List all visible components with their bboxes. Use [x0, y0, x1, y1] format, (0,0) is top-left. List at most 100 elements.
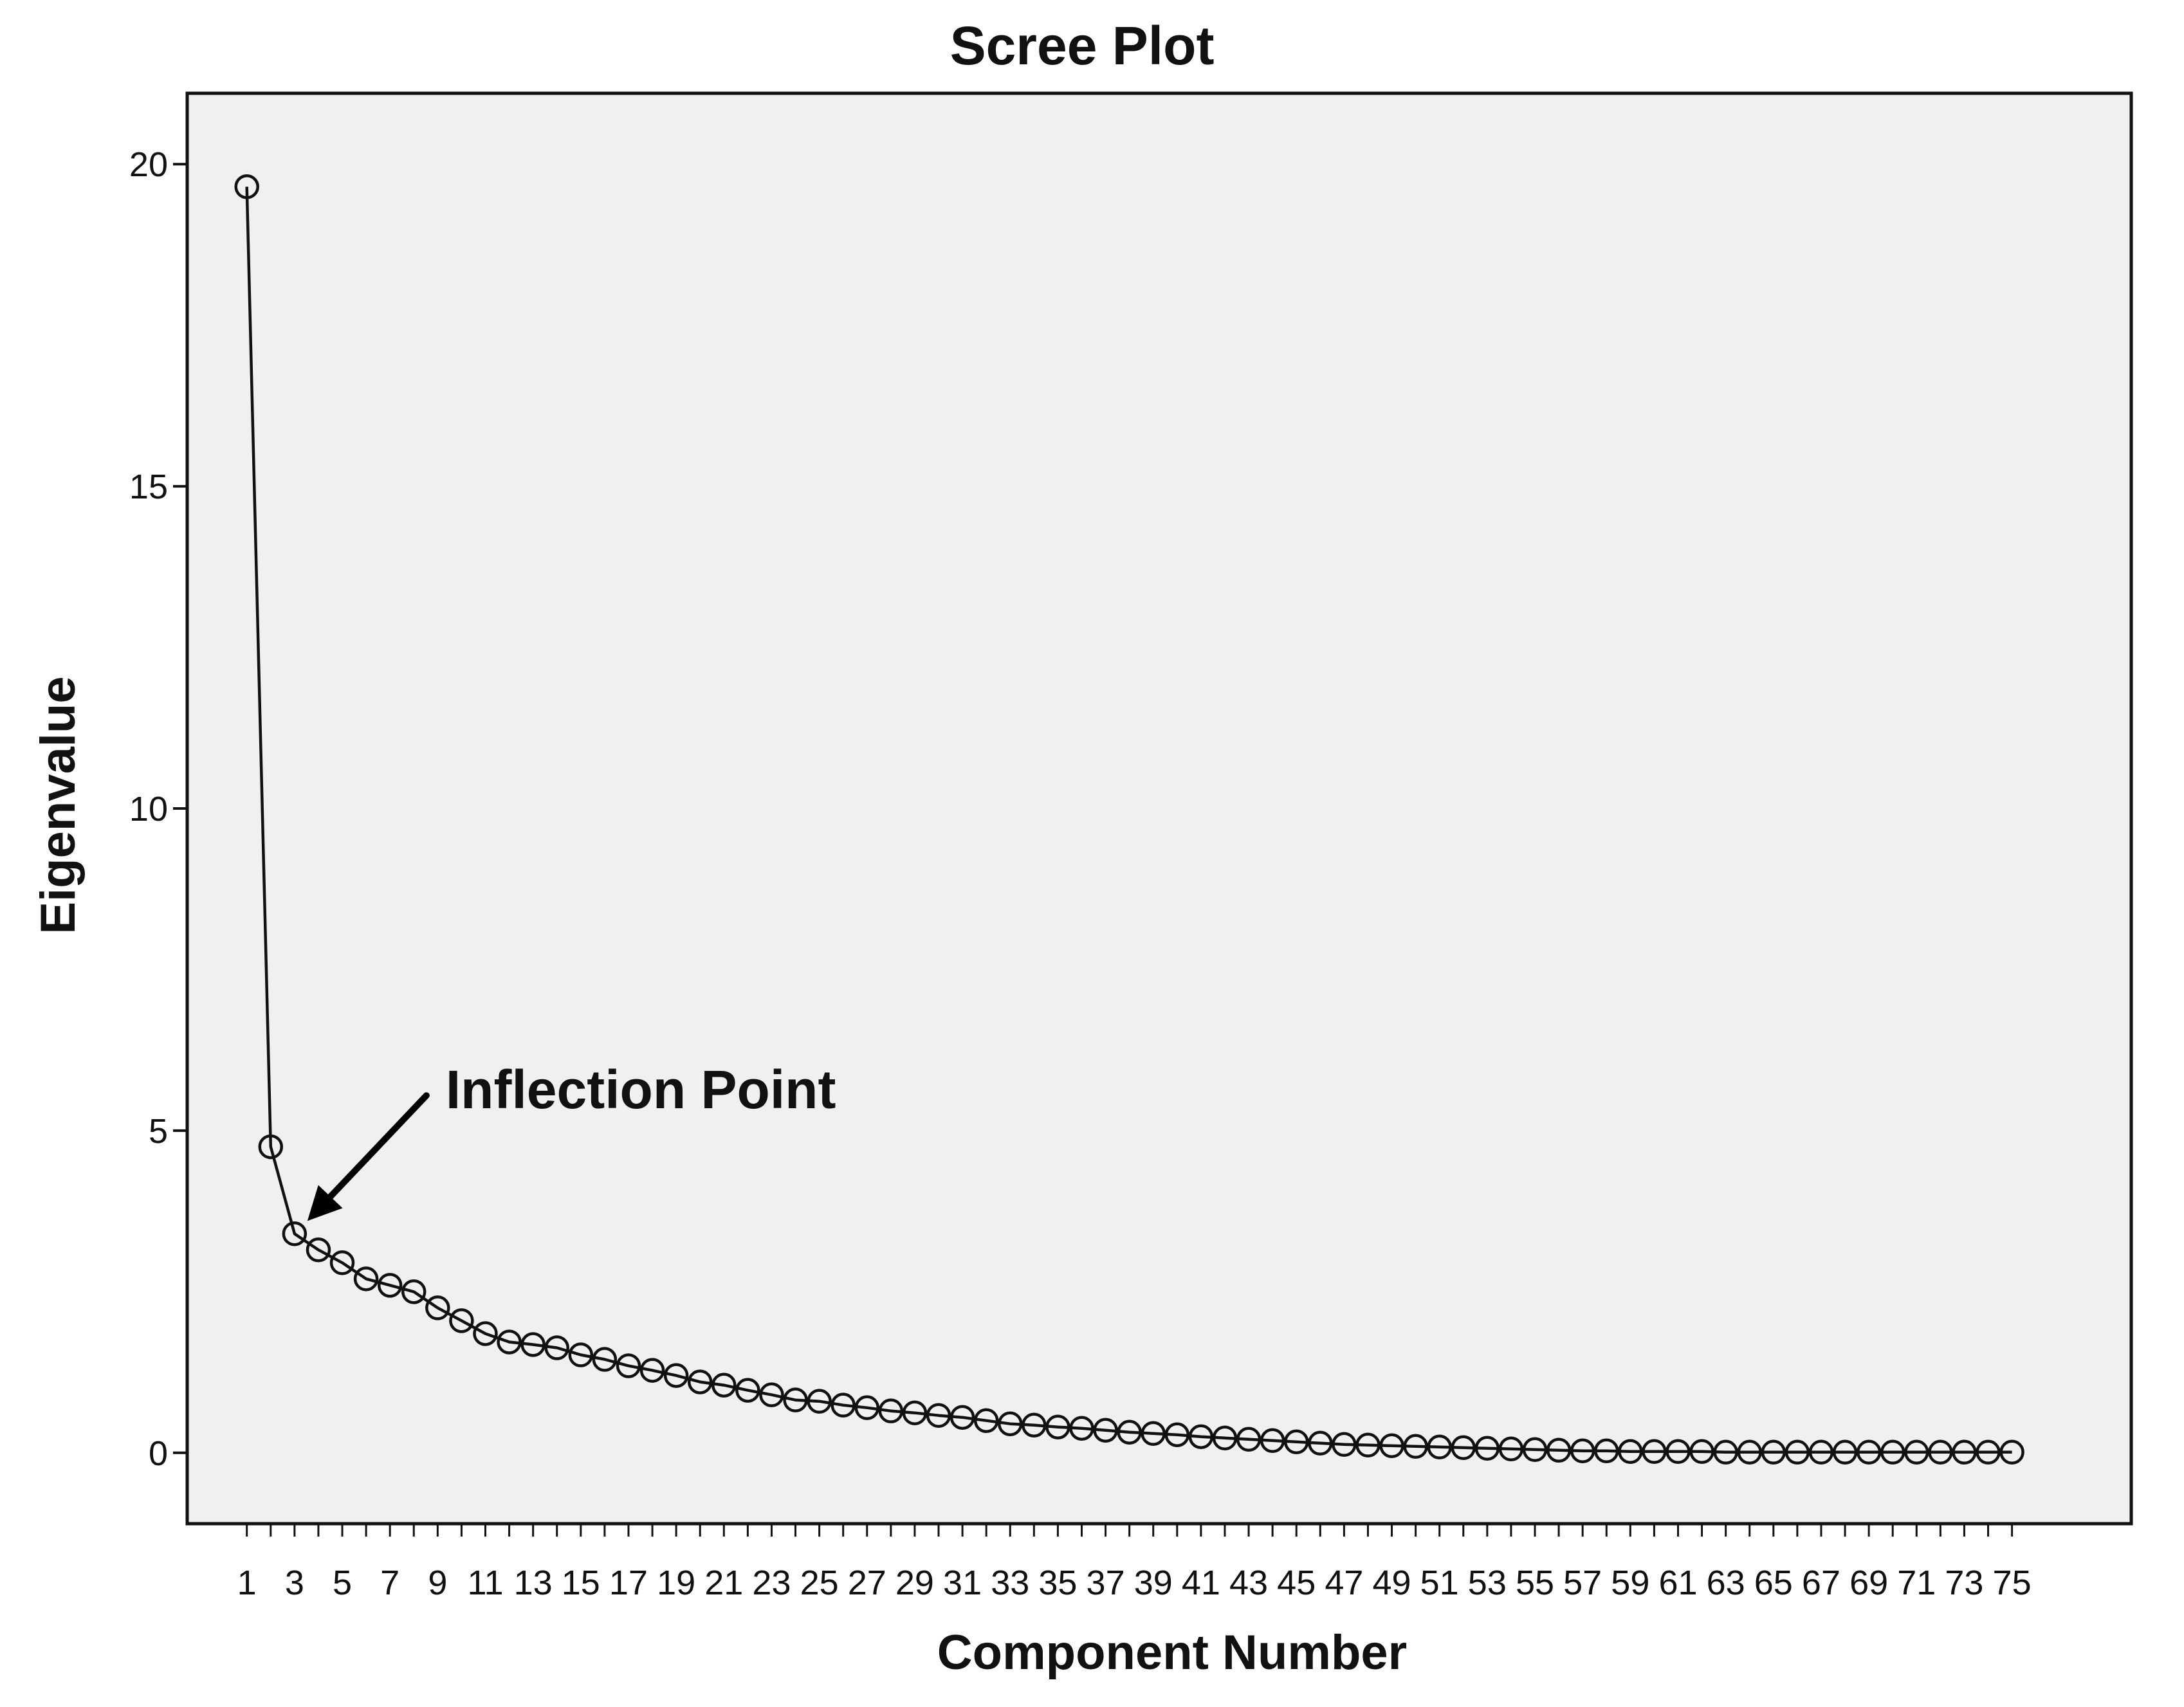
x-tick-label: 25: [800, 1564, 839, 1602]
data-point: [592, 1347, 618, 1372]
x-tick-label: 59: [1611, 1564, 1649, 1602]
data-point: [258, 1134, 284, 1160]
x-tick-label: 55: [1516, 1564, 1554, 1602]
data-point: [1355, 1432, 1381, 1458]
data-point: [1045, 1414, 1070, 1439]
data-point: [1212, 1425, 1238, 1451]
data-point: [425, 1295, 450, 1320]
y-tick-label: 15: [129, 468, 168, 506]
y-tick-label: 0: [149, 1434, 168, 1473]
data-point: [1022, 1412, 1047, 1438]
data-point: [306, 1237, 331, 1263]
y-axis-label: Eigenvalue: [31, 676, 86, 934]
x-tick-label: 75: [1993, 1564, 2032, 1602]
y-tick-label: 10: [129, 790, 168, 828]
data-point: [1928, 1439, 1953, 1465]
data-point: [1379, 1433, 1404, 1459]
x-tick-label: 47: [1325, 1564, 1363, 1602]
data-point: [830, 1392, 856, 1418]
data-point: [1283, 1429, 1309, 1455]
y-tick-label: 20: [129, 145, 168, 184]
x-axis-ticks: 1 3 5 7 9 11 13 15 17 19 21 23 25 27 29 31 33 35 37 39 41 43 4…: [237, 1524, 2032, 1602]
x-tick-label: 49: [1372, 1564, 1411, 1602]
y-tick-label: 5: [149, 1112, 168, 1151]
series-line: [245, 187, 2012, 1454]
data-point: [1332, 1432, 1357, 1457]
x-tick-label: 21: [704, 1564, 743, 1602]
data-point: [616, 1353, 641, 1378]
data-point: [1999, 1439, 2024, 1465]
x-tick-label: 53: [1468, 1564, 1507, 1602]
data-point: [807, 1389, 832, 1414]
plot-area: [185, 91, 2133, 1526]
x-tick-label: 19: [657, 1564, 695, 1602]
data-point: [1618, 1439, 1643, 1465]
x-tick-label: 57: [1563, 1564, 1602, 1602]
data-point: [568, 1342, 594, 1367]
y-axis-ticks: 0 5 10 15 20: [129, 145, 187, 1473]
data-point: [1188, 1424, 1214, 1450]
data-point: [1546, 1438, 1572, 1463]
x-tick-label: 29: [895, 1564, 934, 1602]
data-point: [1164, 1422, 1190, 1448]
data-point: [353, 1266, 379, 1292]
x-tick-label: 65: [1754, 1564, 1793, 1602]
data-point: [329, 1250, 355, 1275]
data-point: [1904, 1439, 1929, 1465]
data-point: [1451, 1435, 1476, 1461]
annotation-arrow-head: [307, 1185, 343, 1221]
data-point: [1498, 1436, 1524, 1462]
x-tick-label: 15: [562, 1564, 600, 1602]
data-point: [1069, 1416, 1094, 1441]
x-tick-label: 41: [1182, 1564, 1220, 1602]
x-tick-label: 37: [1087, 1564, 1125, 1602]
x-tick-label: 1: [237, 1564, 257, 1602]
x-tick-label: 45: [1277, 1564, 1316, 1602]
data-point: [711, 1373, 737, 1398]
data-point: [1593, 1438, 1619, 1464]
x-tick-label: 3: [285, 1564, 304, 1602]
data-point: [377, 1273, 403, 1298]
data-point: [1785, 1439, 1810, 1465]
data-point: [759, 1382, 784, 1407]
data-point: [520, 1332, 546, 1357]
x-tick-label: 73: [1945, 1564, 1983, 1602]
data-point: [878, 1398, 904, 1423]
data-point: [854, 1395, 880, 1420]
data-point: [1260, 1428, 1285, 1454]
x-tick-label: 35: [1038, 1564, 1077, 1602]
data-point: [234, 174, 259, 199]
data-point: [401, 1279, 427, 1304]
data-point: [1474, 1436, 1500, 1461]
data-point: [1093, 1418, 1118, 1443]
x-tick-label: 67: [1802, 1564, 1840, 1602]
data-point: [902, 1400, 928, 1425]
data-point: [1117, 1419, 1142, 1445]
data-point: [950, 1405, 975, 1430]
x-axis-label: Component Number: [937, 1625, 1407, 1680]
data-point: [663, 1363, 689, 1388]
data-point: [1666, 1439, 1691, 1465]
data-point: [1856, 1439, 1882, 1465]
x-tick-label: 27: [848, 1564, 886, 1602]
data-point: [1737, 1439, 1762, 1465]
data-point: [1761, 1439, 1786, 1465]
x-tick-label: 39: [1134, 1564, 1173, 1602]
x-tick-label: 69: [1849, 1564, 1888, 1602]
data-point: [1642, 1439, 1667, 1465]
data-point: [1832, 1439, 1858, 1465]
x-tick-label: 17: [609, 1564, 648, 1602]
annotation-arrow-shaft: [327, 1092, 430, 1200]
annotation: Inflection Point: [307, 1059, 836, 1221]
data-point: [1880, 1439, 1905, 1465]
x-tick-label: 51: [1420, 1564, 1459, 1602]
data-point: [1808, 1439, 1834, 1465]
data-point: [1689, 1439, 1714, 1465]
data-point: [926, 1403, 951, 1428]
x-tick-label: 9: [428, 1564, 447, 1602]
data-point: [1713, 1439, 1738, 1465]
data-point: [1522, 1437, 1548, 1463]
data-point: [1427, 1434, 1452, 1460]
x-tick-label: 43: [1229, 1564, 1268, 1602]
